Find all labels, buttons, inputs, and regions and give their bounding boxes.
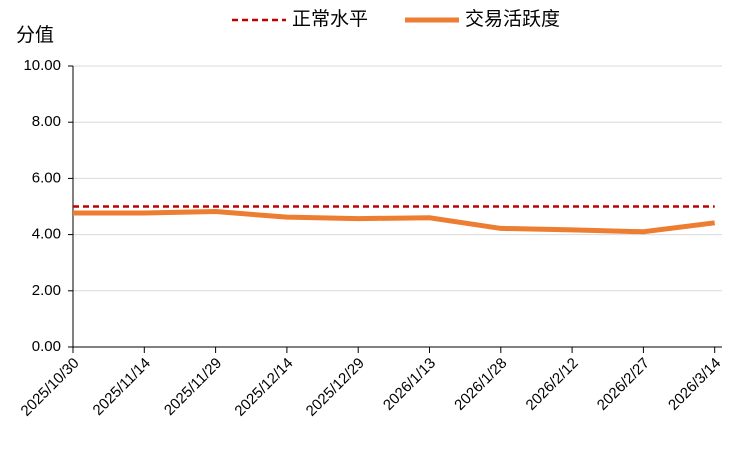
- y-tick-label: 6.00: [32, 169, 61, 186]
- y-axis-label: 分值: [16, 24, 54, 46]
- x-tick-label: 2026/1/13: [380, 355, 439, 414]
- y-tick-label: 2.00: [32, 282, 61, 299]
- data-line: [73, 209, 716, 235]
- x-tick-label: 2025/11/14: [90, 355, 154, 419]
- y-tick-label: 0.00: [32, 338, 61, 355]
- x-tick-label: 2025/12/29: [303, 355, 368, 420]
- legend: 正常水平 交易活跃度: [232, 8, 560, 30]
- x-tick-label: 2026/2/12: [523, 355, 582, 414]
- y-tick-label: 10.00: [23, 57, 61, 74]
- legend-label: 正常水平: [292, 8, 368, 30]
- x-tick-label: 2025/11/29: [161, 355, 225, 419]
- x-tick-label: 2026/2/27: [594, 355, 653, 414]
- legend-label: 交易活跃度: [465, 8, 560, 30]
- x-tick-label: 2025/10/30: [18, 355, 83, 420]
- x-tick-label: 2026/3/14: [665, 355, 724, 414]
- y-tick-label: 8.00: [32, 113, 61, 130]
- x-tick-label: 2026/1/28: [451, 355, 510, 414]
- x-tick-label: 2025/12/14: [231, 355, 296, 420]
- y-tick-label: 4.00: [32, 226, 61, 243]
